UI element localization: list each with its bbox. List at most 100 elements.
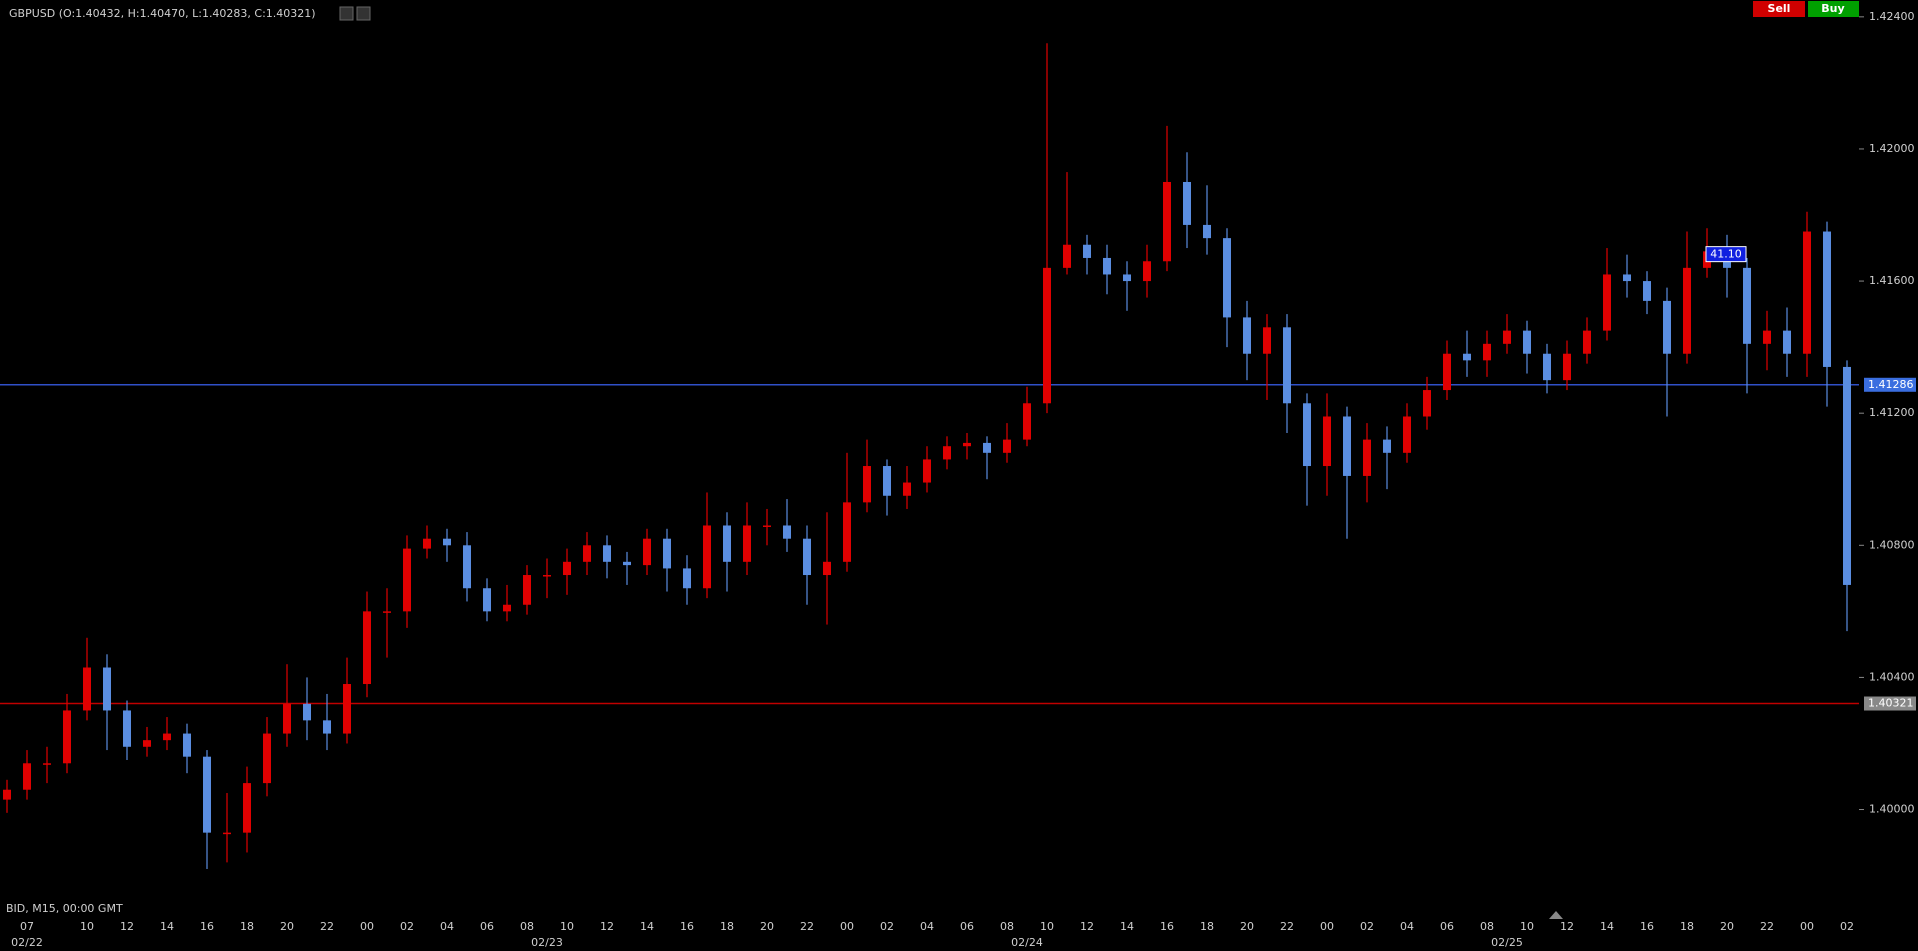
annotation: 41.10 [1710, 248, 1742, 261]
x-tick-label: 00 [1800, 920, 1814, 933]
x-tick-label: 10 [80, 920, 94, 933]
candle-body [83, 667, 91, 711]
icon-button[interactable] [339, 6, 354, 21]
x-tick-label: 12 [120, 920, 134, 933]
y-tick-label: 1.40400 [1869, 670, 1915, 683]
x-tick-label: 08 [1480, 920, 1494, 933]
subtitle: BID, M15, 00:00 GMT [6, 902, 123, 915]
x-tick-label: 22 [320, 920, 334, 933]
candle-body [123, 710, 131, 747]
date-label: 02/25 [1491, 936, 1523, 949]
candle-body [443, 538, 451, 546]
x-tick-label: 02 [1840, 920, 1854, 933]
x-tick-label: 02 [400, 920, 414, 933]
x-tick-label: 02 [880, 920, 894, 933]
candle-body [1103, 257, 1111, 275]
candle-body [703, 525, 711, 589]
candle-body [1163, 181, 1171, 262]
x-tick-label: 20 [280, 920, 294, 933]
sell-label[interactable]: Sell [1768, 2, 1791, 15]
candle-body [1783, 330, 1791, 354]
x-tick-label: 16 [1640, 920, 1654, 933]
x-tick-label: 04 [920, 920, 934, 933]
candle-body [763, 525, 771, 527]
x-tick-label: 18 [1200, 920, 1214, 933]
buy-label[interactable]: Buy [1821, 2, 1844, 15]
candle-body [1483, 343, 1491, 361]
candle-body [1023, 403, 1031, 440]
buy-button[interactable] [1808, 1, 1859, 17]
candle-body [943, 446, 951, 460]
candle-body [1763, 330, 1771, 344]
price-tag [1864, 696, 1916, 711]
candle-body [603, 545, 611, 562]
candle-body [243, 783, 251, 833]
x-tick-label: 18 [240, 920, 254, 933]
candle-body [363, 611, 371, 685]
y-tick-label: 1.40000 [1869, 803, 1915, 816]
x-tick-label: 18 [1680, 920, 1694, 933]
sell-button[interactable] [1753, 1, 1805, 17]
candle-body [723, 525, 731, 562]
candle-body [1543, 353, 1551, 381]
x-tick-label: 08 [1000, 920, 1014, 933]
candle-body [1583, 330, 1591, 354]
candle-body [563, 561, 571, 576]
candle-body [683, 568, 691, 589]
candle-body [1563, 353, 1571, 381]
candle-body [523, 575, 531, 605]
x-tick-label: 04 [440, 920, 454, 933]
x-tick-label: 06 [960, 920, 974, 933]
candle-body [1683, 267, 1691, 354]
price-tag-label: 1.40321 [1868, 697, 1914, 710]
candle-body [283, 703, 291, 734]
y-tick-label: 1.41600 [1869, 274, 1915, 287]
candle-body [1283, 327, 1291, 404]
candle-body [983, 442, 991, 453]
candle-body [303, 703, 311, 721]
x-tick-label: 02 [1360, 920, 1374, 933]
candle-body [743, 525, 751, 562]
x-tick-label: 22 [1760, 920, 1774, 933]
candle-body [1063, 244, 1071, 268]
x-tick-label: 14 [1120, 920, 1134, 933]
date-label: 02/24 [1011, 936, 1043, 949]
x-tick-label: 00 [840, 920, 854, 933]
x-tick-label: 00 [1320, 920, 1334, 933]
candle-body [863, 466, 871, 503]
x-tick-label: 16 [1160, 920, 1174, 933]
candle-body [623, 561, 631, 566]
candle-body [1743, 267, 1751, 344]
candle-body [343, 684, 351, 734]
candle-body [3, 789, 11, 800]
candle-body [963, 442, 971, 447]
x-tick-label: 10 [560, 920, 574, 933]
candle-body [403, 548, 411, 612]
candle-body [883, 466, 891, 496]
x-tick-label: 07 [20, 920, 34, 933]
candle-body [1663, 300, 1671, 354]
x-tick-label: 16 [200, 920, 214, 933]
candle-body [1623, 274, 1631, 282]
x-tick-label: 12 [1080, 920, 1094, 933]
candle-body [1083, 244, 1091, 258]
candle-body [463, 545, 471, 589]
candle-body [223, 832, 231, 835]
candle-body [1203, 224, 1211, 239]
x-tick-label: 22 [1280, 920, 1294, 933]
candle-body [1183, 181, 1191, 225]
candle-body [543, 575, 551, 577]
candle-body [1523, 330, 1531, 354]
candle-body [1243, 317, 1251, 354]
candle-body [383, 611, 391, 613]
candle-body [1643, 281, 1651, 301]
icon-button[interactable] [356, 6, 371, 21]
candle-body [783, 525, 791, 539]
x-tick-label: 10 [1520, 920, 1534, 933]
scroll-marker[interactable] [1549, 911, 1563, 919]
candle-body [1043, 267, 1051, 404]
x-tick-label: 14 [640, 920, 654, 933]
annotation-box [1705, 246, 1747, 263]
candle-body [903, 482, 911, 496]
